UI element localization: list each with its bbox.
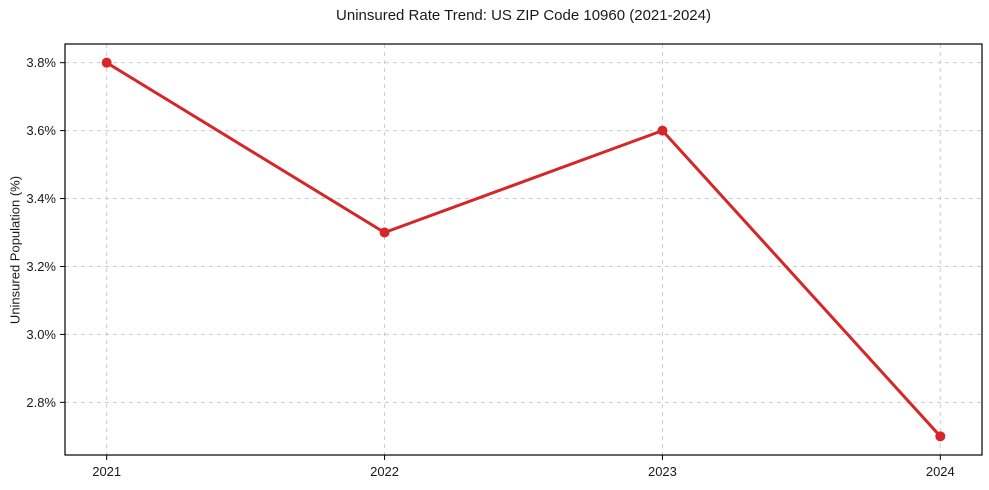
data-point [379, 227, 390, 238]
trend-line [105, 61, 942, 438]
y-tick-label: 3.2% [26, 259, 56, 274]
y-tick-label: 2.8% [26, 395, 56, 410]
y-tick-label: 3.8% [26, 55, 56, 70]
data-point [935, 431, 946, 442]
chart-title: Uninsured Rate Trend: US ZIP Code 10960 … [336, 7, 711, 24]
data-point [657, 125, 668, 136]
x-tick-label: 2023 [648, 464, 677, 479]
y-tick-label: 3.6% [26, 123, 56, 138]
x-tick-label: 2022 [370, 464, 399, 479]
x-tick-label: 2024 [926, 464, 955, 479]
plot-border [64, 43, 983, 456]
x-tick-label: 2021 [92, 464, 121, 479]
data-point [101, 57, 112, 68]
y-tick-label: 3.0% [26, 327, 56, 342]
y-tick-label: 3.4% [26, 191, 56, 206]
